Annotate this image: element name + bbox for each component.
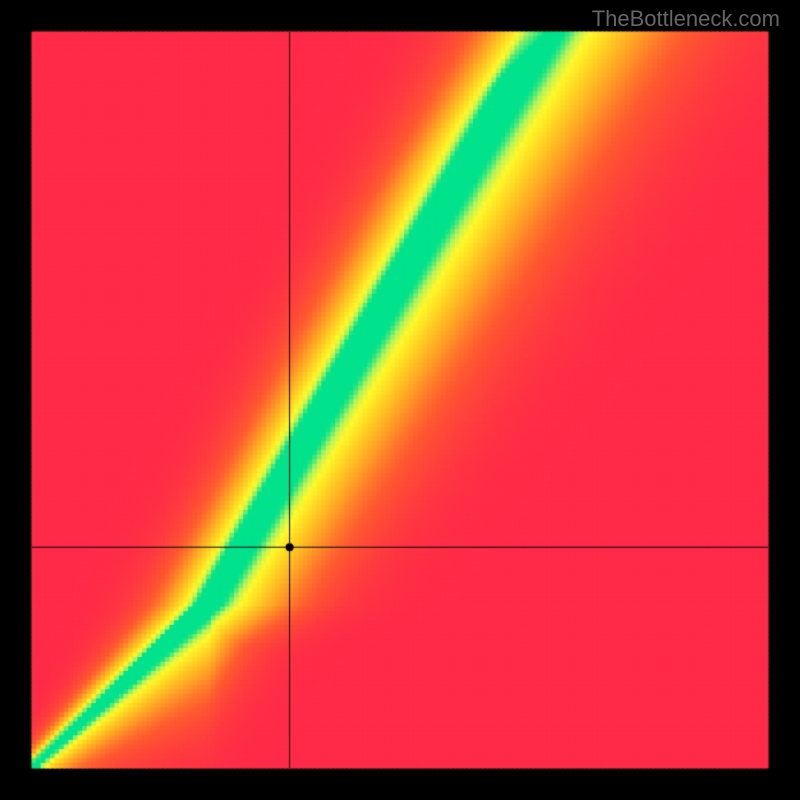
bottleneck-heatmap [0,0,800,800]
watermark-text: TheBottleneck.com [592,6,780,32]
